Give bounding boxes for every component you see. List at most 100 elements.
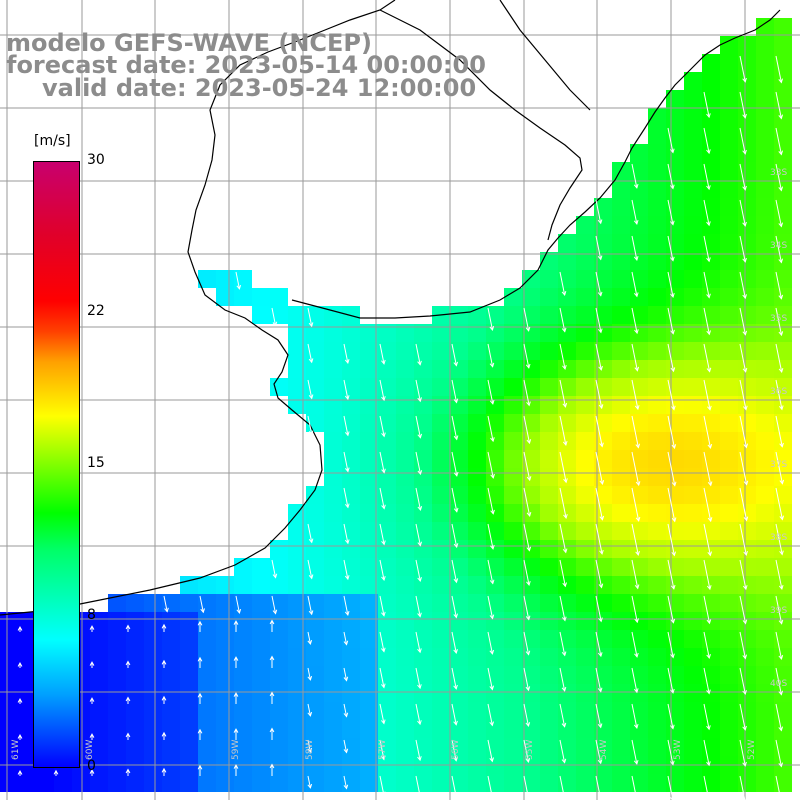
- wind-speed-cell: [630, 270, 648, 288]
- wind-speed-cell: [756, 468, 774, 486]
- wind-speed-cell: [684, 576, 702, 594]
- wind-speed-cell: [522, 666, 540, 684]
- wind-speed-cell: [198, 774, 216, 792]
- wind-speed-cell: [666, 558, 684, 576]
- wind-arrow: [667, 775, 675, 800]
- wind-speed-cell: [468, 594, 486, 612]
- wind-speed-cell: [666, 648, 684, 666]
- wind-speed-cell: [774, 252, 792, 270]
- wind-arrow: [595, 595, 603, 623]
- wind-speed-cell: [774, 720, 792, 738]
- wind-speed-cell: [756, 198, 774, 216]
- wind-speed-cell: [612, 432, 630, 450]
- wind-speed-cell: [18, 774, 36, 792]
- wind-speed-cell: [756, 36, 774, 54]
- wind-speed-cell: [414, 576, 432, 594]
- wind-speed-cell: [504, 702, 522, 720]
- wind-arrow: [667, 379, 676, 411]
- wind-speed-cell: [720, 414, 738, 432]
- wind-speed-cell: [738, 252, 756, 270]
- wind-speed-cell: [360, 630, 378, 648]
- wind-speed-cell: [144, 648, 162, 666]
- wind-speed-cell: [324, 522, 342, 540]
- wind-arrow: [559, 523, 568, 554]
- wind-speed-cell: [666, 342, 684, 360]
- wind-speed-cell: [360, 612, 378, 630]
- wind-speed-cell: [630, 702, 648, 720]
- wind-speed-cell: [378, 486, 396, 504]
- wind-speed-cell: [396, 378, 414, 396]
- wind-speed-cell: [540, 270, 558, 288]
- wind-speed-cell: [702, 702, 720, 720]
- wind-arrow: [235, 271, 242, 290]
- wind-arrow: [739, 415, 749, 449]
- wind-speed-cell: [756, 306, 774, 324]
- wind-arrow: [125, 660, 131, 668]
- wind-speed-cell: [522, 720, 540, 738]
- wind-speed-cell: [144, 666, 162, 684]
- wind-speed-cell: [756, 540, 774, 558]
- wind-arrow: [307, 307, 314, 328]
- wind-speed-cell: [396, 432, 414, 450]
- wind-speed-cell: [342, 558, 360, 576]
- wind-speed-cell: [180, 738, 198, 756]
- wind-speed-cell: [396, 342, 414, 360]
- wind-speed-cell: [720, 522, 738, 540]
- wind-arrow: [125, 768, 131, 776]
- wind-speed-cell: [666, 378, 684, 396]
- wind-speed-cell: [576, 504, 594, 522]
- wind-speed-cell: [648, 594, 666, 612]
- wind-speed-cell: [738, 558, 756, 576]
- wind-speed-cell: [270, 738, 288, 756]
- wind-speed-cell: [684, 306, 702, 324]
- wind-speed-cell: [432, 414, 450, 432]
- wind-speed-cell: [378, 450, 396, 468]
- wind-speed-cell: [504, 306, 522, 324]
- wind-speed-cell: [0, 774, 18, 792]
- wind-speed-cell: [720, 126, 738, 144]
- wind-speed-cell: [504, 720, 522, 738]
- wind-arrow: [739, 271, 747, 300]
- wind-speed-cell: [324, 396, 342, 414]
- wind-speed-cell: [324, 576, 342, 594]
- wind-speed-cell: [378, 558, 396, 576]
- wind-speed-cell: [288, 684, 306, 702]
- lon-labels: 61W 60W 59W 58W 57W 56W 55W 54W 53W 52W: [11, 740, 757, 760]
- lat-labels: 33S 34S 35S 36S 37S 38S 39S 40S: [770, 168, 787, 689]
- wind-arrow: [523, 775, 531, 800]
- wind-speed-cell: [324, 594, 342, 612]
- wind-speed-cell: [540, 666, 558, 684]
- wind-speed-cell: [360, 558, 378, 576]
- wind-arrow: [739, 667, 747, 696]
- wind-speed-cell: [558, 612, 576, 630]
- wind-speed-cell: [378, 648, 396, 666]
- wind-speed-cell: [630, 252, 648, 270]
- wind-speed-cell: [450, 720, 468, 738]
- wind-speed-cell: [216, 270, 234, 288]
- wind-speed-cell: [720, 486, 738, 504]
- wind-speed-cell: [342, 522, 360, 540]
- wind-speed-cell: [378, 468, 396, 486]
- model-title: modelo GEFS-WAVE (NCEP): [6, 29, 372, 57]
- wind-arrow: [307, 703, 313, 717]
- wind-speed-cell: [450, 324, 468, 342]
- wind-speed-cell: [414, 432, 432, 450]
- wind-speed-cell: [594, 612, 612, 630]
- wind-speed-cell: [378, 324, 396, 342]
- wind-speed-cell: [594, 432, 612, 450]
- wind-speed-cell: [522, 648, 540, 666]
- wind-speed-cell: [558, 234, 576, 252]
- wind-speed-cell: [648, 666, 666, 684]
- lon-label: 52W: [747, 740, 757, 760]
- wind-speed-cell: [576, 666, 594, 684]
- wind-speed-cell: [504, 774, 522, 792]
- wind-speed-cell: [612, 702, 630, 720]
- wind-speed-cell: [360, 504, 378, 522]
- wind-speed-cell: [774, 576, 792, 594]
- wind-speed-cell: [738, 396, 756, 414]
- wind-speed-cell: [234, 594, 252, 612]
- wind-arrow: [775, 487, 785, 521]
- wind-speed-cell: [558, 594, 576, 612]
- wind-speed-cell: [666, 666, 684, 684]
- wind-speed-cell: [504, 630, 522, 648]
